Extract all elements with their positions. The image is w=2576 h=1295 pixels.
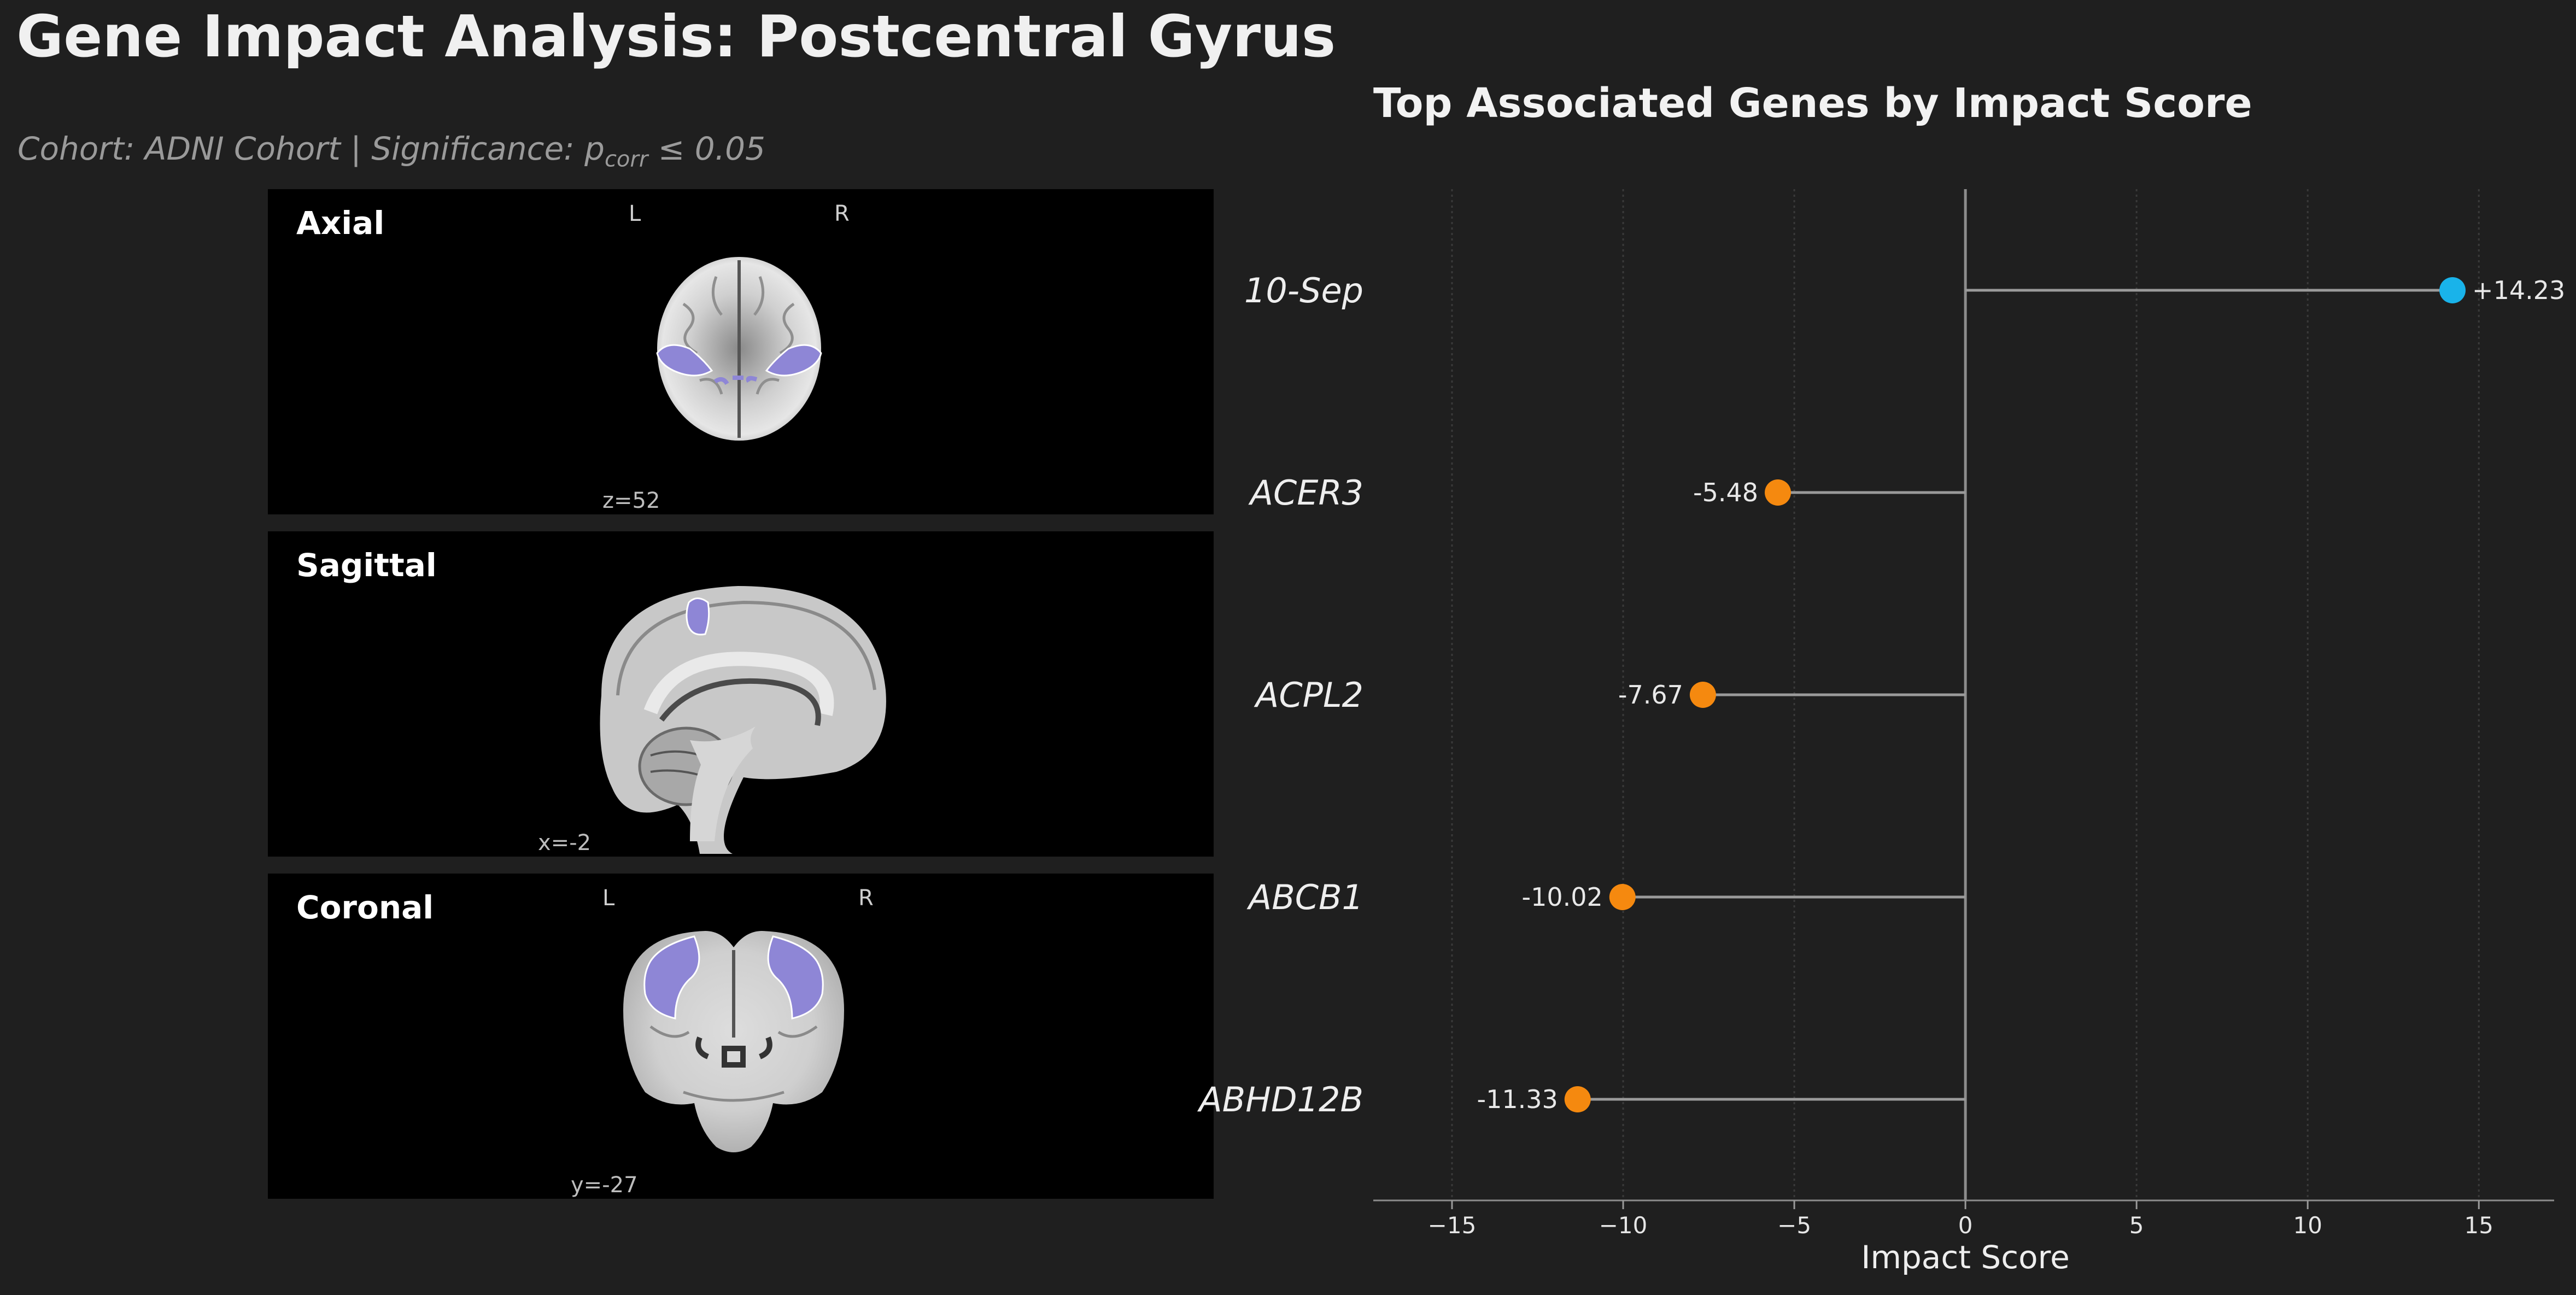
category-label: ABCB1 xyxy=(1246,877,1363,917)
value-label: -5.48 xyxy=(1693,478,1758,507)
subtitle-prefix: Cohort: ADNI Cohort | Significance: p xyxy=(17,130,605,167)
value-label: -7.67 xyxy=(1618,680,1683,710)
sagittal-label: Sagittal xyxy=(296,547,437,584)
axial-coordinate: z=52 xyxy=(602,488,660,513)
coronal-brain-image xyxy=(623,931,844,1152)
lollipop-dot xyxy=(1564,1086,1591,1112)
lollipop-dot xyxy=(1689,682,1716,708)
coronal-right-marker: R xyxy=(858,886,874,911)
page-title: Gene Impact Analysis: Postcentral Gyrus xyxy=(16,3,1336,70)
axial-left-marker: L xyxy=(629,201,641,226)
coronal-coordinate: y=-27 xyxy=(571,1173,638,1198)
category-label: 10-Sep xyxy=(1244,271,1363,310)
coronal-panel: Coronal L R y=-27 xyxy=(268,874,1214,1199)
chart-title: Top Associated Genes by Impact Score xyxy=(1373,80,2252,127)
x-tick-label: 0 xyxy=(1958,1212,1973,1239)
lollipop-dot xyxy=(1609,884,1636,910)
category-label: ABHD12B xyxy=(1197,1080,1363,1120)
coronal-label: Coronal xyxy=(296,889,434,926)
axial-right-marker: R xyxy=(834,201,850,226)
category-label: ACER3 xyxy=(1248,473,1363,513)
value-label: +14.23 xyxy=(2472,276,2565,305)
subtitle-suffix: ≤ 0.05 xyxy=(648,130,765,167)
subtitle-subscript: corr xyxy=(604,147,648,172)
lollipop-dot xyxy=(1765,479,1792,506)
x-axis-label: Impact Score xyxy=(1861,1239,2069,1276)
x-tick-label: 15 xyxy=(2464,1212,2493,1239)
x-tick-label: −15 xyxy=(1428,1212,1477,1239)
axial-panel: Axial L R z=52 xyxy=(268,189,1214,514)
x-tick-label: −10 xyxy=(1599,1212,1648,1239)
sagittal-coordinate: x=-2 xyxy=(538,830,592,855)
x-tick-label: −5 xyxy=(1777,1212,1811,1239)
sagittal-panel: Sagittal x=-2 xyxy=(268,531,1214,857)
coronal-left-marker: L xyxy=(602,886,615,911)
axial-brain-image xyxy=(656,257,822,441)
lollipop-dot xyxy=(2439,277,2466,303)
category-label: ACPL2 xyxy=(1254,675,1363,715)
page-subtitle: Cohort: ADNI Cohort | Significance: pcor… xyxy=(17,130,765,172)
x-tick-label: 10 xyxy=(2293,1212,2322,1239)
sagittal-brain-image xyxy=(600,586,886,854)
x-tick-label: 5 xyxy=(2129,1212,2144,1239)
axial-label: Axial xyxy=(296,204,385,242)
value-label: -11.33 xyxy=(1477,1085,1558,1114)
value-label: -10.02 xyxy=(1521,882,1602,912)
